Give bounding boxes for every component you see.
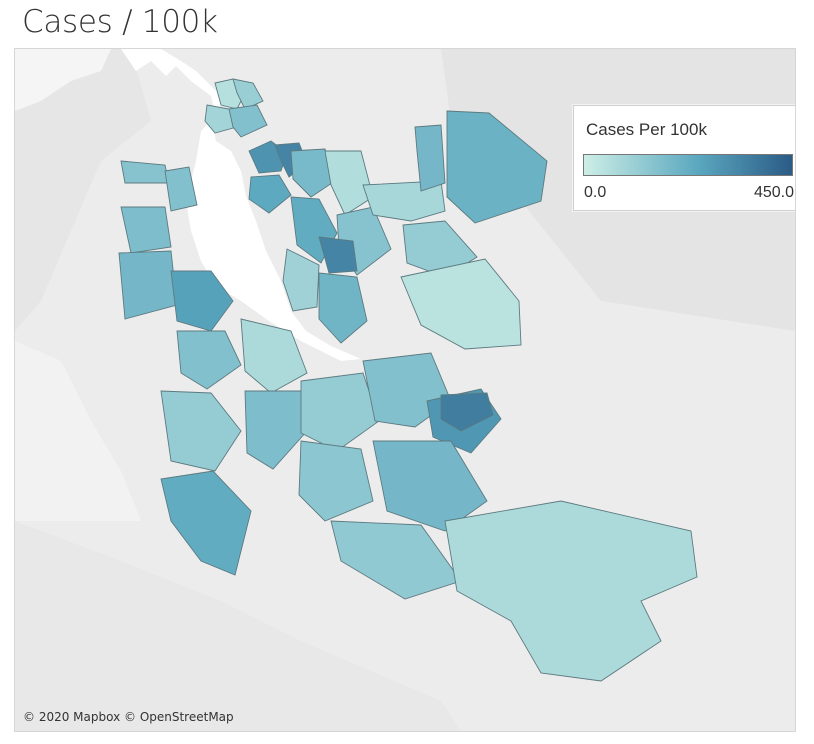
map-region[interactable] (240, 318, 308, 394)
water-ocean-west (15, 341, 141, 521)
map-region[interactable] (160, 390, 242, 472)
map-region[interactable] (120, 206, 172, 254)
map-region[interactable] (372, 440, 488, 532)
map-region[interactable] (290, 148, 336, 198)
map-region[interactable] (170, 270, 234, 332)
map-region[interactable] (318, 236, 358, 274)
map-region[interactable] (176, 330, 242, 390)
legend-min-label: 0.0 (584, 184, 607, 201)
map-region[interactable] (160, 470, 252, 576)
map-region[interactable] (244, 390, 308, 470)
map-region[interactable] (282, 248, 320, 312)
map-region[interactable] (298, 440, 374, 522)
map-attribution[interactable]: © 2020 Mapbox © OpenStreetMap (23, 710, 234, 724)
map-region[interactable] (318, 272, 368, 344)
map-region[interactable] (164, 166, 198, 212)
legend-color-ramp (583, 154, 793, 176)
land-north-bay (15, 49, 151, 331)
map-region[interactable] (440, 392, 494, 432)
map-region[interactable] (446, 110, 548, 224)
water-ocean-north (15, 49, 111, 111)
map-region[interactable] (248, 174, 292, 214)
map-region[interactable] (228, 104, 268, 138)
water-sf-bay (121, 49, 361, 361)
map-region[interactable] (330, 520, 462, 600)
land-south-coast (15, 521, 461, 731)
map-region[interactable] (324, 150, 374, 216)
map-view[interactable]: Cases Per 100k 0.0 450.0 (14, 48, 796, 732)
legend-max-label: 450.0 (753, 184, 794, 201)
map-region[interactable] (204, 104, 238, 134)
legend-title: Cases Per 100k (586, 120, 707, 139)
regions-layer[interactable] (118, 78, 698, 682)
map-region[interactable] (444, 500, 698, 682)
color-legend[interactable]: Cases Per 100k 0.0 450.0 (573, 105, 795, 211)
map-region[interactable] (414, 124, 446, 192)
map-region[interactable] (300, 372, 380, 452)
page-title: Cases / 100k (22, 4, 218, 40)
map-region[interactable] (400, 258, 522, 350)
map-region[interactable] (120, 160, 170, 184)
